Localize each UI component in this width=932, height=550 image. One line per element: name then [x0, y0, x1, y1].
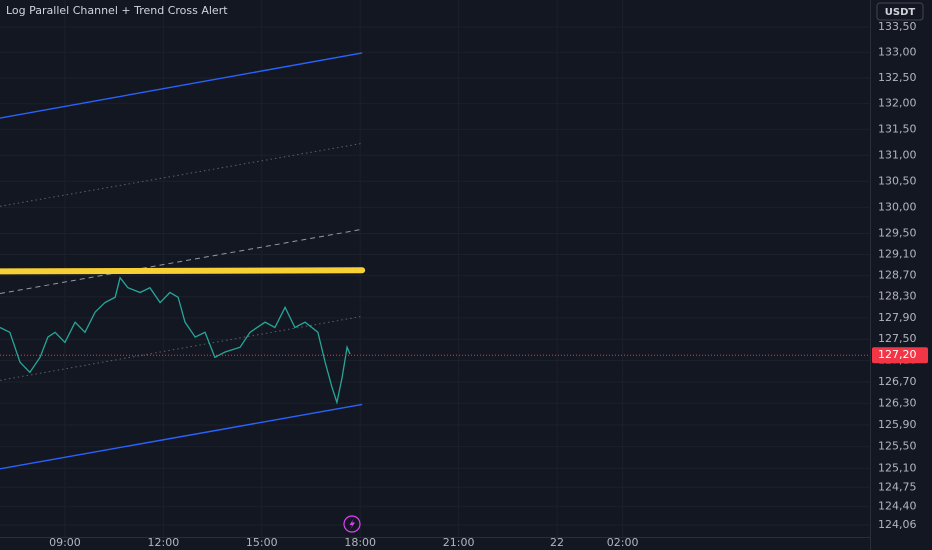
last-price-box — [872, 347, 928, 364]
y-tick-label: 132,00 — [878, 97, 917, 110]
y-tick-label: 126,30 — [878, 396, 917, 409]
x-tick-label: 21:00 — [443, 536, 475, 549]
channel-line — [0, 228, 363, 295]
y-tick-label: 129,10 — [878, 248, 917, 261]
y-tick-label: 131,00 — [878, 148, 917, 161]
chart-title: Log Parallel Channel + Trend Cross Alert — [6, 4, 228, 17]
x-tick-label: 15:00 — [246, 536, 278, 549]
y-tick-label: 131,50 — [878, 122, 917, 135]
y-tick-label: 133,00 — [878, 45, 917, 58]
y-tick-label: 125,50 — [878, 440, 917, 453]
y-tick-label: 129,50 — [878, 226, 917, 239]
channel-line — [0, 403, 363, 470]
currency-label[interactable]: USDT — [885, 7, 916, 18]
x-tick-label: 22 — [550, 536, 564, 549]
y-tick-label: 128,70 — [878, 269, 917, 282]
x-tick-label: 18:00 — [344, 536, 376, 549]
y-tick-label: 124,40 — [878, 499, 917, 512]
y-tick-label: 126,70 — [878, 375, 917, 388]
y-tick-label: 132,50 — [878, 71, 917, 84]
last-price-label: 127,20 — [878, 348, 917, 361]
channel-line — [0, 142, 363, 207]
x-tick-label: 09:00 — [49, 536, 81, 549]
y-tick-label: 130,50 — [878, 174, 917, 187]
y-tick-label: 127,90 — [878, 311, 917, 324]
price-line — [0, 276, 351, 405]
currency-button[interactable] — [876, 2, 924, 21]
y-tick-label: 130,00 — [878, 200, 917, 213]
y-tick-label: 125,90 — [878, 418, 917, 431]
y-tick-label: 124,06 — [878, 518, 917, 531]
events-icon[interactable] — [343, 515, 361, 533]
y-tick-label: 128,30 — [878, 290, 917, 303]
y-tick-label: 124,75 — [878, 480, 917, 493]
events-bolt[interactable] — [349, 519, 356, 529]
channel-line — [0, 52, 363, 119]
y-tick-label: 133,50 — [878, 20, 917, 33]
channel-line — [0, 315, 363, 381]
channel-line — [0, 267, 366, 275]
y-tick-label: 127,50 — [878, 332, 917, 345]
x-tick-label: 02:00 — [607, 536, 639, 549]
x-tick-label: 12:00 — [148, 536, 180, 549]
y-tick-label: 125,10 — [878, 461, 917, 474]
